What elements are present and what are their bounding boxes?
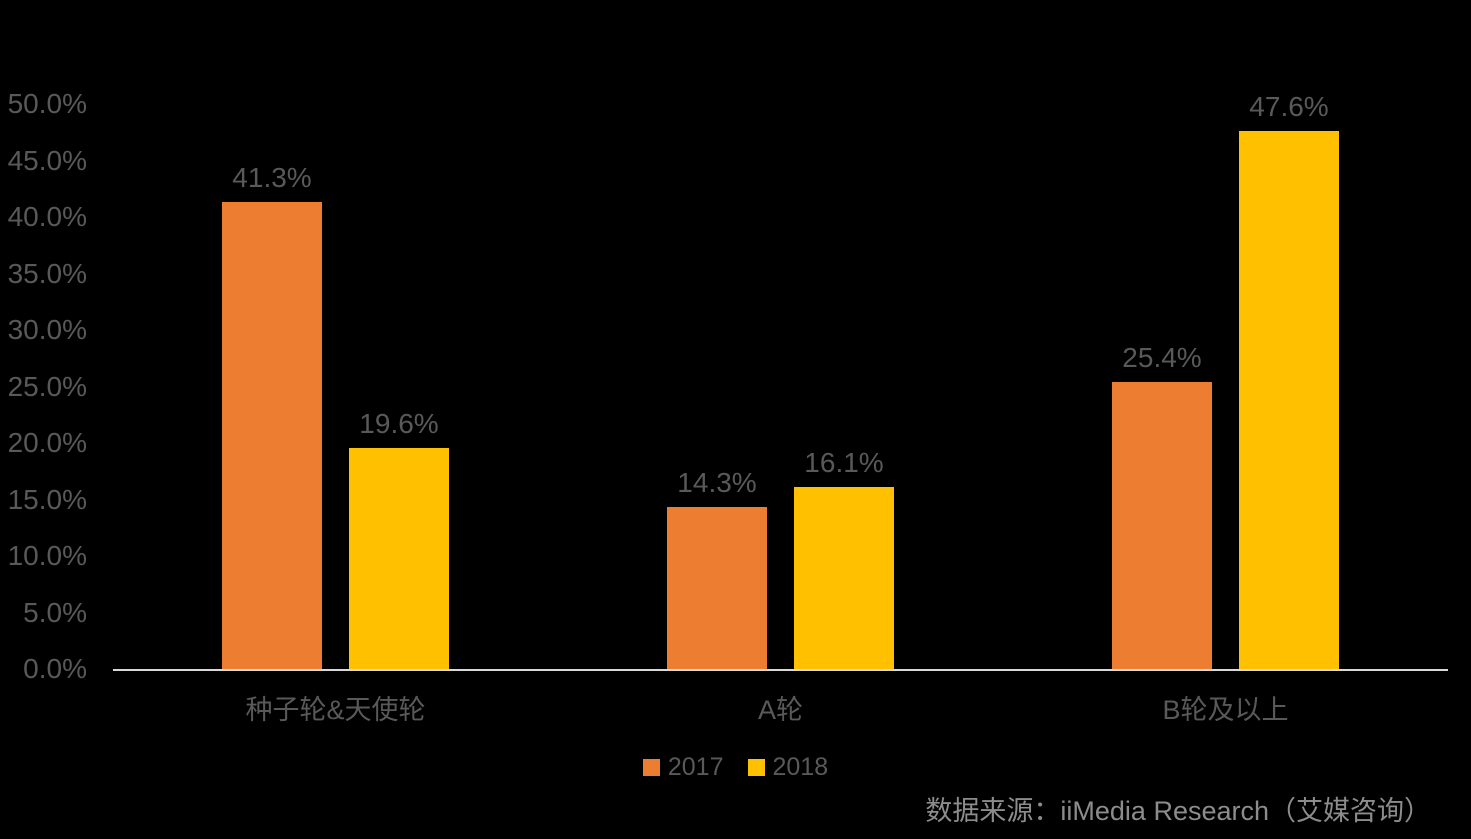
x-axis-line (113, 669, 1448, 671)
bar-2017-种子轮&天使轮 (222, 202, 322, 669)
bar-2017-B轮及以上 (1112, 381, 1212, 669)
y-axis-tick-label: 10.0% (7, 540, 87, 571)
bar-2018-种子轮&天使轮 (349, 447, 449, 669)
legend: 2017 2018 (0, 753, 1471, 781)
data-label-2017-A轮: 14.3% (677, 467, 757, 499)
bar-2017-A轮 (667, 507, 767, 669)
legend-swatch-icon (747, 758, 765, 776)
legend-swatch-icon (642, 758, 660, 776)
x-axis-category-label: 种子轮&天使轮 (245, 695, 426, 725)
y-axis-tick-label: 5.0% (23, 596, 87, 628)
y-axis-tick-label: 40.0% (7, 201, 87, 232)
y-axis-tick-label: 20.0% (7, 427, 87, 458)
data-label-2017-B轮及以上: 25.4% (1122, 341, 1202, 373)
data-label-2017-种子轮&天使轮: 41.3% (232, 162, 312, 194)
x-axis-category-label: B轮及以上 (1162, 695, 1289, 725)
x-axis-category-label: A轮 (757, 695, 803, 725)
y-axis-tick-label: 25.0% (7, 370, 87, 402)
data-label-2018-B轮及以上: 47.6% (1249, 91, 1329, 123)
legend-label: 2018 (772, 752, 829, 781)
legend-item-2018: 2018 (747, 752, 829, 782)
y-axis-tick-label: 45.0% (7, 144, 87, 176)
legend-label: 2017 (667, 752, 724, 781)
y-axis-tick-label: 0.0% (23, 653, 87, 684)
y-axis-tick-label: 15.0% (7, 483, 87, 515)
data-label-2018-种子轮&天使轮: 19.6% (359, 407, 439, 439)
bar-2018-A轮 (794, 487, 894, 669)
bar-2018-B轮及以上 (1239, 131, 1339, 669)
y-axis-tick-label: 35.0% (7, 257, 87, 289)
source-note: 数据来源：iiMedia Research（艾媒咨询） (925, 796, 1431, 826)
legend-item-2017: 2017 (642, 752, 724, 782)
data-label-2018-A轮: 16.1% (804, 447, 884, 479)
y-axis-tick-label: 30.0% (7, 314, 87, 345)
y-axis-tick-label: 50.0% (7, 88, 87, 119)
